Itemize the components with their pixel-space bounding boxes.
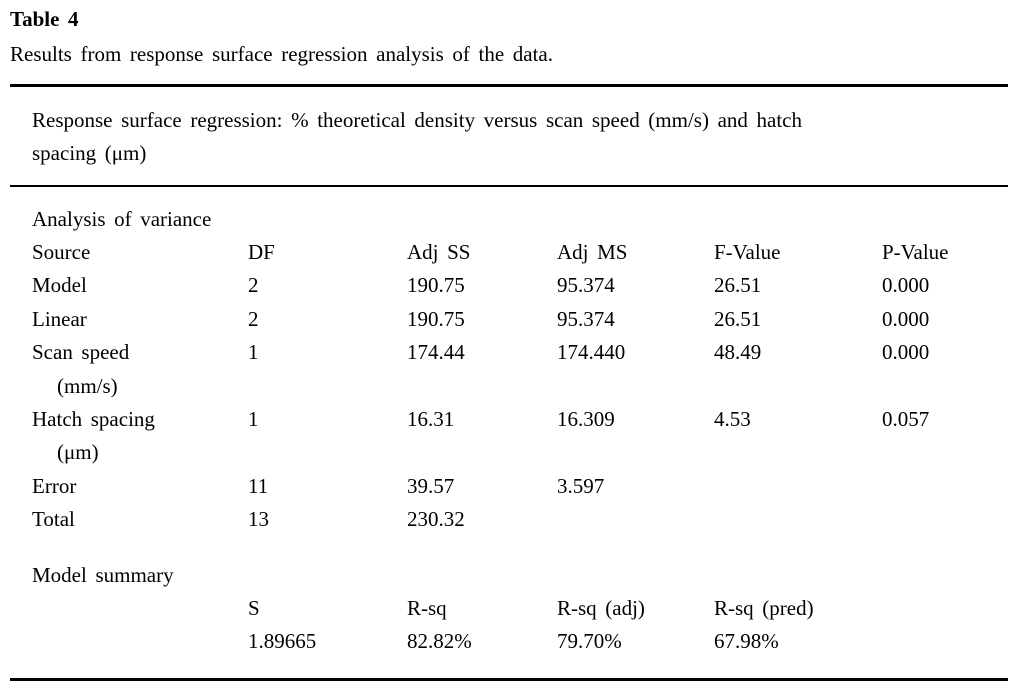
model-summary-section: Model summary S R-sq R-sq (adj) R-sq (pr… — [10, 559, 1008, 659]
cell-f-value: 26.51 — [714, 306, 762, 331]
anova-row-scan-speed: Scan speed (mm/s) 1 174.44 174.440 48.49… — [10, 336, 1008, 403]
cell-f-value: 4.53 — [714, 407, 751, 432]
cell-adj-ms: 3.597 — [557, 473, 605, 498]
cell-adj-ms: 174.440 — [557, 340, 626, 365]
cell-p-value: 0.057 — [882, 407, 930, 432]
source-unit: (μm) — [57, 440, 99, 465]
subtitle-line-2: spacing (μm) — [32, 141, 147, 165]
cell-f-value: 48.49 — [714, 340, 762, 365]
value-r-sq: 82.82% — [407, 629, 472, 654]
table-caption: Table 4 Results from response surface re… — [10, 2, 553, 72]
anova-row-linear: Linear 2 190.75 95.374 26.51 0.000 — [10, 303, 1008, 336]
anova-row-error: Error 11 39.57 3.597 — [10, 470, 1008, 503]
caption-text: Results from response surface regression… — [10, 42, 553, 66]
cell-adj-ms: 16.309 — [557, 407, 615, 432]
cell-adj-ss: 230.32 — [407, 507, 465, 532]
header-r-sq-pred: R-sq (pred) — [714, 595, 814, 620]
table-subtitle: Response surface regression: % theoretic… — [32, 104, 1008, 170]
cell-source: Linear — [32, 306, 87, 331]
header-p-value: P-Value — [882, 240, 949, 264]
value-s: 1.89665 — [248, 629, 317, 654]
source-unit: (mm/s) — [57, 373, 118, 398]
cell-adj-ss: 16.31 — [407, 407, 455, 432]
cell-df: 1 — [248, 340, 259, 365]
cell-source: Total — [32, 507, 75, 532]
summary-value-row: 1.89665 82.82% 79.70% 67.98% — [10, 625, 1008, 658]
anova-row-model: Model 2 190.75 95.374 26.51 0.000 — [10, 269, 1008, 302]
cell-adj-ss: 174.44 — [407, 340, 465, 365]
header-adj-ss: Adj SS — [407, 240, 471, 264]
header-r-sq: R-sq — [407, 595, 447, 620]
cell-source: Error — [32, 473, 77, 498]
cell-f-value: 26.51 — [714, 273, 762, 298]
value-r-sq-adj: 79.70% — [557, 629, 622, 654]
cell-adj-ss: 39.57 — [407, 473, 455, 498]
value-r-sq-pred: 67.98% — [714, 629, 779, 654]
cell-source: Scan speed (mm/s) — [10, 336, 248, 403]
rule-subtitle — [10, 185, 1008, 187]
cell-source: Model — [32, 273, 87, 298]
header-df: DF — [248, 240, 275, 264]
cell-adj-ss: 190.75 — [407, 273, 465, 298]
cell-df: 13 — [248, 507, 269, 532]
source-name: Hatch spacing — [32, 407, 155, 432]
anova-row-total: Total 13 230.32 — [10, 503, 1008, 536]
cell-df: 11 — [248, 473, 269, 498]
model-summary-title: Model summary — [32, 562, 174, 587]
source-name: Scan speed — [32, 340, 130, 365]
header-f-value: F-Value — [714, 240, 781, 264]
header-r-sq-adj: R-sq (adj) — [557, 595, 645, 620]
table-label: Table 4 — [10, 7, 79, 31]
header-s: S — [248, 595, 260, 620]
summary-header-row: S R-sq R-sq (adj) R-sq (pred) — [10, 592, 1008, 625]
anova-title: Analysis of variance — [32, 207, 212, 231]
rule-top — [10, 84, 1008, 87]
rule-bottom — [10, 678, 1008, 682]
cell-adj-ss: 190.75 — [407, 306, 465, 331]
cell-df: 2 — [248, 306, 259, 331]
cell-p-value: 0.000 — [882, 340, 930, 365]
anova-row-hatch-spacing: Hatch spacing (μm) 1 16.31 16.309 4.53 0… — [10, 403, 1008, 470]
header-source: Source — [32, 240, 91, 264]
anova-section: Analysis of variance Source DF Adj SS Ad… — [10, 203, 1008, 537]
table-4: Response surface regression: % theoretic… — [10, 84, 1008, 682]
cell-p-value: 0.000 — [882, 273, 930, 298]
cell-source: Hatch spacing (μm) — [10, 403, 248, 470]
anova-header-row: Source DF Adj SS Adj MS F-Value P-Value — [10, 236, 1008, 269]
cell-p-value: 0.000 — [882, 306, 930, 331]
cell-adj-ms: 95.374 — [557, 273, 615, 298]
cell-df: 1 — [248, 407, 259, 432]
cell-adj-ms: 95.374 — [557, 306, 615, 331]
subtitle-line-1: Response surface regression: % theoretic… — [32, 108, 802, 132]
cell-df: 2 — [248, 273, 259, 298]
header-adj-ms: Adj MS — [557, 240, 628, 264]
